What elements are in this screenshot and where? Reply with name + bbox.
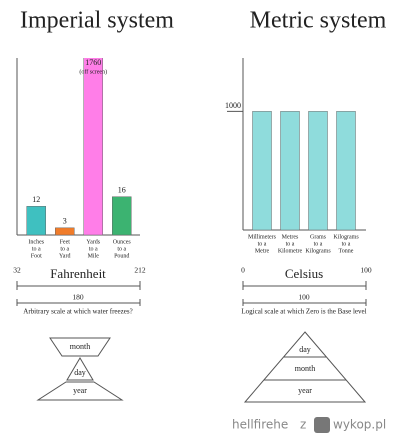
bar [83, 58, 103, 236]
bars [252, 111, 356, 231]
x-tick-label: Ounces [113, 239, 132, 245]
pyramid-label: day [299, 345, 311, 354]
scale-caption: Arbitrary scale at which water freezes? [23, 308, 132, 316]
x-tick-label: Tonne [339, 248, 354, 254]
x-tick-label: to a [89, 246, 98, 252]
bar [26, 206, 46, 236]
pyramid-part [36, 381, 124, 401]
x-tick-label: to a [60, 246, 69, 252]
pyramid-label: month [295, 364, 315, 373]
bar [55, 227, 75, 236]
annotation: (off screen) [79, 68, 107, 75]
value-label: 12 [32, 195, 40, 204]
bar [112, 196, 132, 236]
chart-title: Metric system [250, 8, 387, 34]
bar [308, 111, 328, 231]
pyramid-label: month [70, 342, 90, 351]
x-tick-label: Kilometre [278, 248, 303, 254]
x-tick-label: Feet [60, 239, 71, 245]
x-tick-label: Yards [86, 239, 100, 245]
x-tick-label: Mile [88, 253, 100, 259]
watermark-site: wykop.pl [333, 418, 386, 432]
watermark-from: z [300, 418, 306, 432]
x-tick-label: Kilograms [333, 234, 359, 240]
scale-name: Celsius [285, 266, 323, 281]
x-tick-label: Foot [31, 253, 42, 259]
value-label: 16 [118, 186, 126, 195]
pyramid-metric: day month year [243, 331, 367, 403]
x-tick-label: to a [32, 246, 41, 252]
x-tick-label: to a [258, 241, 267, 247]
x-tick-label: to a [286, 241, 295, 247]
x-tick-label: to a [342, 241, 351, 247]
scale-right: 212 [134, 266, 146, 275]
x-tick-label: Pound [114, 253, 129, 259]
scale-span: 180 [72, 293, 84, 302]
value-label: 3 [63, 217, 67, 226]
x-tick-label: Kilograms [305, 248, 331, 254]
bar [336, 111, 356, 231]
pyramid-label: year [298, 386, 312, 395]
pyramid [243, 331, 367, 403]
pyramid-label: year [73, 386, 87, 395]
x-tick-label: Metres [282, 234, 299, 240]
scale-left: 32 [13, 266, 21, 275]
scale-fahrenheit: 32 212 Fahrenheit 180 Arbitrary scale at… [13, 266, 146, 316]
x-tick-label: Inches [28, 239, 44, 245]
pyramid-part [49, 337, 111, 357]
pyramid-imperial: month day year [36, 337, 124, 401]
scale-celsius: 0 100 Celsius 100 Logical scale at which… [241, 266, 372, 316]
scale-name: Fahrenheit [50, 266, 106, 281]
x-tick-label: Grams [310, 234, 327, 240]
pyramid-part [66, 357, 94, 381]
x-tick-label: Metre [255, 248, 270, 254]
x-tick-label: to a [117, 246, 126, 252]
chart-title: Imperial system [20, 8, 174, 34]
value-label: 1760 [85, 58, 101, 67]
bar [280, 111, 300, 231]
scale-right: 100 [360, 266, 372, 275]
bars [26, 58, 132, 236]
x-tick-label: to a [314, 241, 323, 247]
scale-span: 100 [298, 293, 310, 302]
bar [252, 111, 272, 231]
scale-caption: Logical scale at which Zero is the Base … [241, 308, 366, 316]
y-tick-label: 1000 [225, 101, 241, 110]
pyramid-label: day [74, 368, 86, 377]
watermark-icon [314, 417, 330, 433]
watermark-user: hellfirehe [232, 418, 288, 432]
scale-left: 0 [241, 266, 245, 275]
watermark: hellfirehe z wykop.pl [232, 417, 386, 433]
x-tick-label: Millimeters [248, 234, 277, 240]
x-tick-label: Yard [59, 253, 70, 259]
